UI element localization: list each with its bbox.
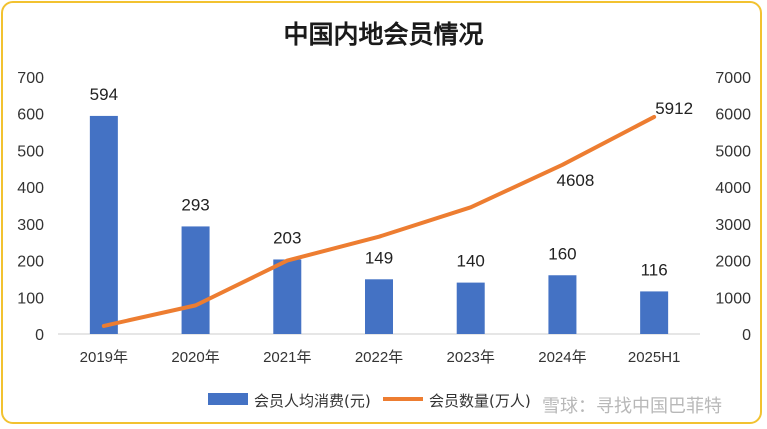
line-data-label: 4608 — [557, 171, 595, 190]
left-axis-tick-label: 500 — [17, 143, 44, 160]
bar — [181, 226, 210, 334]
bar-data-label: 293 — [181, 195, 209, 214]
watermark-text: 雪球：寻找中国巴菲特 — [542, 396, 722, 417]
x-axis-tick-label: 2021年 — [263, 349, 311, 366]
bar — [640, 291, 669, 334]
left-axis-tick-label: 100 — [17, 290, 44, 307]
right-axis-tick-label: 5000 — [715, 143, 751, 160]
bar-data-label: 203 — [273, 228, 301, 247]
bar — [456, 282, 485, 334]
bar-data-label: 140 — [457, 252, 485, 271]
left-axis-tick-label: 300 — [17, 217, 44, 234]
right-axis-tick-label: 6000 — [715, 107, 751, 124]
x-axis-tick-label: 2022年 — [355, 349, 403, 366]
left-axis-tick-label: 400 — [17, 180, 44, 197]
bar-data-label: 160 — [548, 244, 576, 263]
right-axis-tick-label: 4000 — [715, 180, 751, 197]
legend-line-swatch — [383, 397, 423, 401]
right-axis-tick-label: 2000 — [715, 254, 751, 271]
left-axis-tick-label: 200 — [17, 254, 44, 271]
bar-data-label: 149 — [365, 248, 393, 267]
x-axis-tick-label: 2023年 — [447, 349, 495, 366]
bar — [548, 275, 577, 334]
x-axis-tick-label: 2020年 — [171, 349, 219, 366]
bar — [89, 115, 118, 334]
bar-data-label: 594 — [90, 85, 118, 104]
right-axis-tick-label: 3000 — [715, 217, 751, 234]
line-data-label: 5912 — [655, 99, 693, 118]
chart-title: 中国内地会员情况 — [283, 20, 484, 49]
right-axis-tick-label: 0 — [742, 327, 751, 344]
left-axis-tick-label: 600 — [17, 107, 44, 124]
right-axis-tick-label: 7000 — [715, 70, 751, 87]
right-axis-tick-label: 1000 — [715, 290, 751, 307]
legend-bar-label: 会员人均消费(元) — [254, 392, 371, 410]
chart-frame — [1, 1, 762, 424]
legend-line-label: 会员数量(万人) — [429, 392, 531, 410]
legend-bar-swatch — [208, 393, 248, 405]
bar — [273, 259, 302, 334]
x-axis-tick-label: 2019年 — [80, 349, 128, 366]
left-axis-tick-label: 700 — [17, 70, 44, 87]
left-axis-tick-label: 0 — [35, 327, 44, 344]
bar-data-label: 116 — [641, 260, 668, 279]
x-axis-tick-label: 2025H1 — [628, 349, 681, 366]
x-axis-tick-label: 2024年 — [538, 349, 586, 366]
bar — [365, 279, 393, 334]
